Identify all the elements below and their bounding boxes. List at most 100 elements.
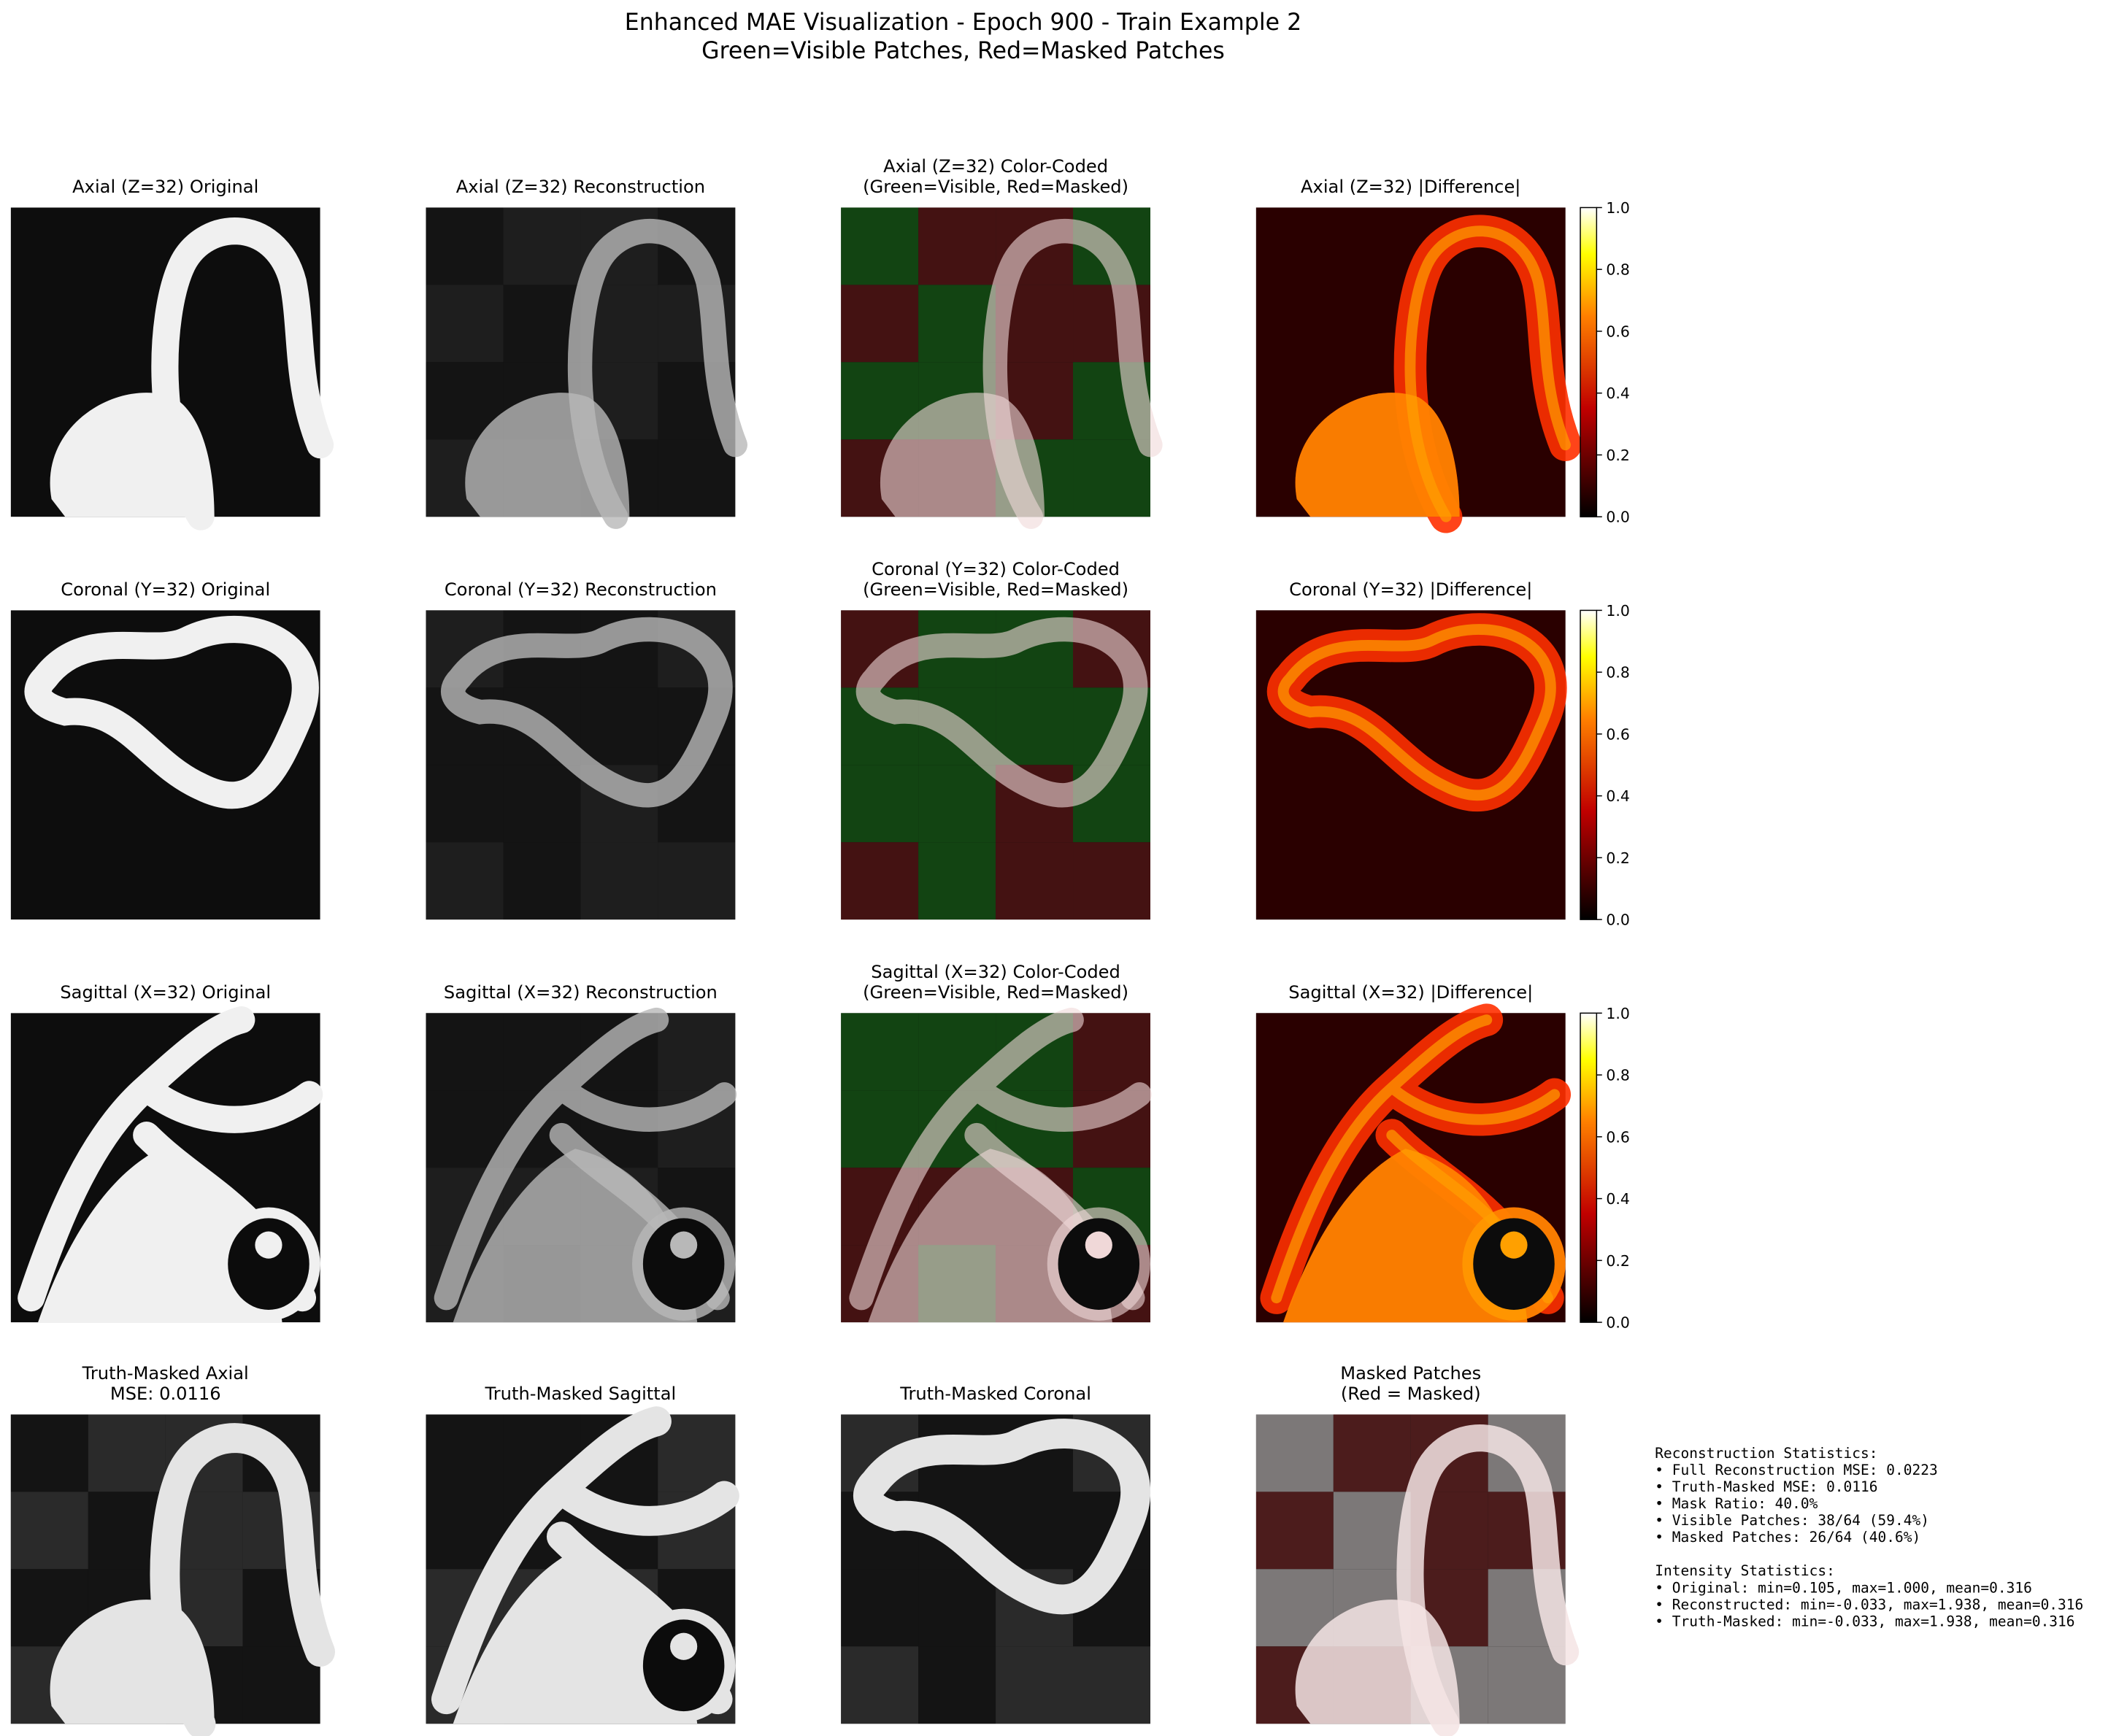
patch: [580, 842, 658, 920]
stats-line: • Truth-Masked: min=-0.033, max=1.938, m…: [1655, 1613, 2074, 1629]
patch: [426, 1013, 504, 1091]
patch: [503, 207, 581, 285]
colorbar-tick-label: 0.4: [1606, 1190, 1630, 1208]
panel-title: Sagittal (X=32) Color-Coded: [871, 962, 1120, 982]
patch: [1073, 1013, 1150, 1091]
patch: [1488, 1646, 1566, 1724]
stats-line: • Mask Ratio: 40.0%: [1655, 1495, 1818, 1512]
stats-line: • Full Reconstruction MSE: 0.0223: [1655, 1462, 1937, 1478]
panel-title: Sagittal (X=32) Original: [60, 982, 271, 1003]
structure: [1404, 225, 1572, 522]
patch: [996, 687, 1074, 765]
colorbar-tick-label: 0.8: [1606, 261, 1630, 279]
patch: [1333, 1414, 1411, 1492]
patch: [1073, 842, 1150, 920]
colorbar-tick-label: 0.0: [1606, 509, 1630, 526]
patch: [426, 285, 504, 363]
colorbar: [1580, 207, 1598, 517]
image-panel: [1255, 610, 1567, 920]
patch: [841, 842, 919, 920]
panel-title: Truth-Masked Axial: [82, 1363, 249, 1384]
image-panel: [841, 1414, 1151, 1724]
patch: [918, 1646, 996, 1724]
panel-title: (Red = Masked): [1341, 1384, 1481, 1404]
colorbar-tick-label: 0.6: [1606, 725, 1630, 743]
stats-line: • Reconstructed: min=-0.033, max=1.938, …: [1655, 1596, 2083, 1613]
patch: [841, 1569, 919, 1647]
stats-line: Reconstruction Statistics:: [1655, 1445, 1877, 1462]
panel-title: Coronal (Y=32) |Difference|: [1289, 579, 1532, 600]
structure: [228, 1218, 309, 1310]
colorbar-tick-label: 0.6: [1606, 1128, 1630, 1146]
colorbar-tick-label: 0.4: [1606, 385, 1630, 402]
colorbar-tick-label: 0.2: [1606, 447, 1630, 464]
colorbar-tick-label: 0.2: [1606, 849, 1630, 867]
patch: [658, 1414, 736, 1492]
image-panel: [426, 207, 747, 529]
image-panel: [1255, 207, 1582, 533]
patch: [841, 285, 919, 363]
colorbar-tick-label: 0.8: [1606, 664, 1630, 682]
patch: [918, 842, 996, 920]
patch: [580, 687, 658, 765]
panel-title: Coronal (Y=32) Color-Coded: [872, 559, 1120, 579]
structure: [853, 1419, 1151, 1615]
colorbar-tick-label: 0.8: [1606, 1067, 1630, 1084]
patch: [426, 1414, 504, 1492]
panel-title: (Green=Visible, Red=Masked): [863, 579, 1128, 600]
colorbar-tick-label: 1.0: [1606, 199, 1630, 217]
structure: [670, 1231, 698, 1259]
image-panel: [10, 1006, 323, 1323]
patch: [503, 765, 581, 843]
patch: [841, 1090, 919, 1168]
structure: [1396, 1424, 1580, 1736]
image-panel: [841, 207, 1163, 529]
structure: [441, 617, 733, 808]
patch: [996, 842, 1074, 920]
structure: [567, 218, 747, 529]
patch: [841, 207, 919, 285]
structure: [642, 1218, 725, 1310]
figure-title: Green=Visible Patches, Red=Masked Patche…: [701, 38, 1225, 64]
figure-title: Enhanced MAE Visualization - Epoch 900 -…: [625, 9, 1301, 36]
structure: [855, 617, 1148, 808]
patch: [426, 842, 504, 920]
panel-title: (Green=Visible, Red=Masked): [863, 982, 1128, 1003]
patch: [918, 1569, 996, 1647]
patch: [918, 207, 996, 285]
image-panel: [841, 1007, 1152, 1323]
structure: [255, 1231, 282, 1259]
colorbar-tick-label: 0.2: [1606, 1252, 1630, 1270]
colorbar-tick-label: 1.0: [1606, 1005, 1630, 1022]
colorbar: [1580, 609, 1598, 920]
patch: [996, 1646, 1074, 1724]
patch: [1073, 1646, 1150, 1724]
patch: [426, 765, 504, 843]
patch: [88, 1414, 166, 1492]
patch: [841, 1013, 919, 1091]
stats-line: • Masked Patches: 26/64 (40.6%): [1655, 1529, 1920, 1546]
structure: [1085, 1231, 1112, 1259]
patch: [503, 285, 581, 363]
patch: [503, 842, 581, 920]
patch: [918, 765, 996, 843]
patch: [10, 1492, 88, 1570]
colorbar-tick-label: 0.0: [1606, 1314, 1630, 1332]
patch: [426, 1492, 504, 1570]
structure: [982, 218, 1163, 529]
structure: [1058, 1218, 1140, 1310]
patch: [658, 842, 736, 920]
panel-title: Masked Patches: [1340, 1363, 1481, 1384]
image-panel: [426, 610, 736, 920]
panel-title: Coronal (Y=32) Reconstruction: [445, 579, 717, 600]
colorbar-tick-label: 0.4: [1606, 787, 1630, 805]
image-panel: [426, 1406, 739, 1724]
colorbar: [1580, 1012, 1598, 1323]
panel-title: Truth-Masked Sagittal: [485, 1384, 677, 1404]
panel-title: Axial (Z=32) Reconstruction: [456, 177, 705, 197]
patch: [426, 1090, 504, 1168]
panel-title: Axial (Z=32) |Difference|: [1301, 177, 1520, 197]
structure: [151, 217, 334, 531]
stats-line: • Visible Patches: 38/64 (59.4%): [1655, 1512, 1929, 1529]
